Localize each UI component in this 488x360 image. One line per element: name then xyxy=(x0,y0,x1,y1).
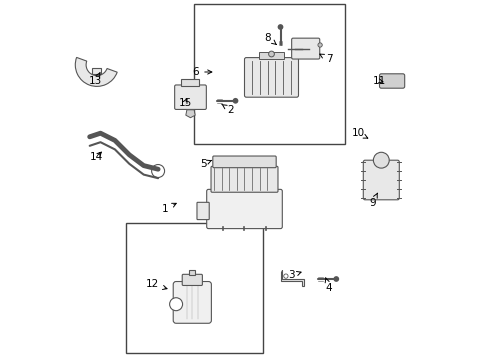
Text: 12: 12 xyxy=(146,279,167,289)
Text: 11: 11 xyxy=(372,76,386,86)
Bar xyxy=(181,79,199,86)
Text: 6: 6 xyxy=(192,67,211,77)
Circle shape xyxy=(373,152,388,168)
Wedge shape xyxy=(75,57,117,86)
Text: 1: 1 xyxy=(162,203,176,214)
FancyBboxPatch shape xyxy=(197,202,209,220)
Text: 4: 4 xyxy=(325,278,332,293)
FancyBboxPatch shape xyxy=(206,189,282,229)
Bar xyxy=(258,52,284,59)
Circle shape xyxy=(317,43,322,47)
Bar xyxy=(91,68,101,74)
Text: 3: 3 xyxy=(287,270,301,280)
Bar xyxy=(125,223,262,353)
Text: 13: 13 xyxy=(88,73,102,86)
Bar xyxy=(189,270,195,275)
Text: 2: 2 xyxy=(221,104,233,115)
FancyBboxPatch shape xyxy=(173,282,211,323)
Text: 5: 5 xyxy=(200,159,211,169)
Polygon shape xyxy=(185,110,195,118)
Text: 7: 7 xyxy=(319,54,332,64)
FancyBboxPatch shape xyxy=(291,38,319,59)
FancyBboxPatch shape xyxy=(244,58,298,97)
Circle shape xyxy=(277,24,283,30)
FancyBboxPatch shape xyxy=(212,156,276,168)
Circle shape xyxy=(169,298,182,311)
FancyBboxPatch shape xyxy=(174,85,206,109)
Text: 14: 14 xyxy=(90,152,103,162)
FancyBboxPatch shape xyxy=(182,274,202,285)
Circle shape xyxy=(232,98,238,104)
Text: 10: 10 xyxy=(350,128,367,138)
Bar xyxy=(194,4,345,144)
Text: 9: 9 xyxy=(368,193,377,208)
Polygon shape xyxy=(280,270,303,286)
FancyBboxPatch shape xyxy=(379,74,404,88)
FancyBboxPatch shape xyxy=(211,166,277,192)
FancyBboxPatch shape xyxy=(363,160,399,200)
Circle shape xyxy=(333,276,339,282)
Text: 8: 8 xyxy=(264,33,276,45)
Circle shape xyxy=(268,51,274,57)
Text: 15: 15 xyxy=(178,98,191,108)
Circle shape xyxy=(283,274,287,278)
